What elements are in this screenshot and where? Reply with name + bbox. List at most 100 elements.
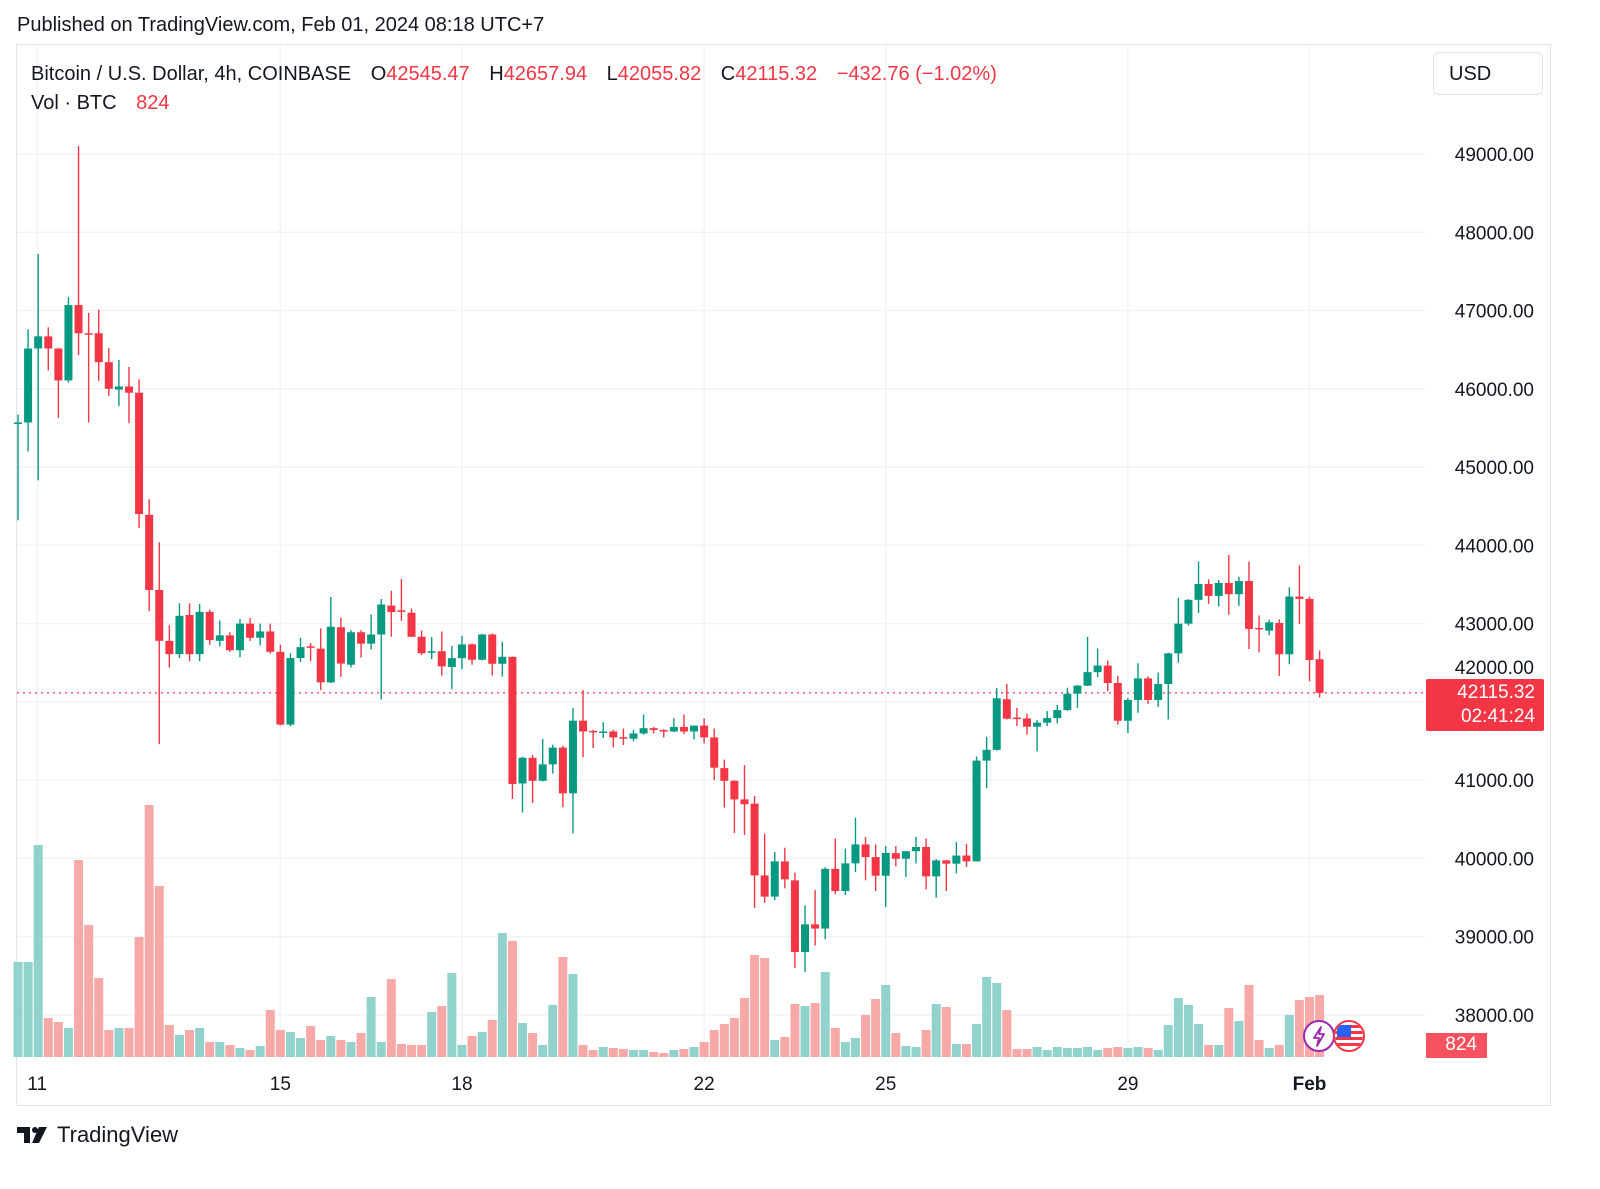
candle <box>155 542 164 745</box>
last-volume-label: 824 <box>1426 1033 1487 1058</box>
volume-bar <box>154 886 164 1057</box>
candle-body <box>457 644 466 659</box>
volume-bar <box>477 1031 487 1057</box>
candle <box>34 253 43 481</box>
candle-body <box>94 333 103 363</box>
candle-body <box>64 305 73 381</box>
candle-body <box>266 631 275 652</box>
candle-body <box>881 852 890 876</box>
candle-body <box>1012 717 1021 720</box>
candle <box>619 728 628 745</box>
volume-bar <box>699 1041 709 1057</box>
candle <box>367 614 376 650</box>
candle-body <box>942 860 951 864</box>
us-flag-icon[interactable] <box>1333 1020 1365 1052</box>
candle-body <box>215 635 224 641</box>
volume-bar <box>1042 1050 1052 1057</box>
volume-bar <box>1264 1047 1274 1057</box>
candle <box>932 859 941 898</box>
chart-frame <box>16 44 1551 1106</box>
candle <box>1295 565 1304 624</box>
volume-bar <box>861 1014 871 1057</box>
candle <box>205 609 214 645</box>
candle-body <box>74 305 83 334</box>
candle <box>1033 720 1042 752</box>
candle <box>599 722 608 739</box>
volume-bar <box>487 1020 497 1057</box>
candle <box>135 379 144 529</box>
volume-bar <box>144 804 154 1057</box>
price-tick-label: 47000.00 <box>1455 302 1534 323</box>
candle-body <box>710 737 719 768</box>
volume-bar <box>1284 1014 1294 1057</box>
candle-body <box>518 757 527 784</box>
volume-bar <box>628 1050 638 1057</box>
candle <box>760 833 769 903</box>
volume-bar <box>84 924 94 1057</box>
volume-bar <box>134 937 144 1057</box>
candle <box>1093 648 1102 678</box>
candle <box>387 590 396 637</box>
volume-bars <box>13 804 1325 1057</box>
candle-body <box>558 747 567 794</box>
volume-bar <box>588 1050 598 1057</box>
volume-bar <box>921 1030 931 1057</box>
volume-bar <box>94 977 104 1057</box>
bar-countdown: 02:41:24 <box>1461 706 1535 727</box>
volume-bar <box>941 1007 951 1057</box>
volume-bar <box>750 954 760 1057</box>
candle <box>256 623 265 646</box>
high-label: H <box>489 63 504 85</box>
volume-label[interactable]: Vol · BTC <box>31 92 117 114</box>
volume-bar <box>124 1027 134 1057</box>
volume-bar <box>961 1043 971 1057</box>
volume-bar <box>33 844 43 1057</box>
volume-bar <box>790 1003 800 1057</box>
volume-bar <box>63 1027 73 1057</box>
candle <box>962 843 971 867</box>
currency-button[interactable]: USD <box>1433 52 1543 95</box>
candle <box>518 756 527 813</box>
candle <box>225 632 234 652</box>
price-tick-label: 49000.00 <box>1455 145 1534 166</box>
price-tick-label: 42000.00 <box>1455 658 1534 679</box>
tradingview-logo[interactable]: TradingView <box>17 1122 178 1148</box>
candle-body <box>235 623 244 651</box>
candle-body <box>437 651 446 667</box>
candle <box>1053 704 1062 724</box>
volume-bar <box>1062 1047 1072 1057</box>
candle <box>54 348 63 418</box>
candle-body <box>1023 718 1031 727</box>
candle <box>104 348 113 396</box>
published-caption: Published on TradingView.com, Feb 01, 20… <box>17 14 545 36</box>
candle <box>568 707 577 834</box>
grid <box>17 45 1425 1060</box>
volume-bar <box>1133 1047 1143 1057</box>
candle-body <box>155 589 164 641</box>
candle-body <box>1244 581 1253 629</box>
candle <box>175 603 184 659</box>
candle <box>851 817 860 873</box>
candle-body <box>195 611 204 655</box>
volume-bar <box>1234 1020 1244 1057</box>
volume-bar <box>951 1043 961 1057</box>
candle-body <box>225 635 234 651</box>
volume-bar <box>891 1033 901 1057</box>
volume-bar <box>1163 1024 1173 1057</box>
volume-bar <box>679 1049 689 1057</box>
candle-body <box>104 362 113 389</box>
candle-body <box>1033 722 1042 727</box>
candle-body <box>1275 622 1284 655</box>
candle <box>982 736 991 789</box>
candle <box>790 872 799 969</box>
candle <box>84 312 93 423</box>
candle <box>488 633 497 676</box>
candle <box>952 841 961 874</box>
volume-bar <box>1173 997 1183 1057</box>
symbol-title[interactable]: Bitcoin / U.S. Dollar, 4h, COINBASE <box>31 63 352 85</box>
volume-bar <box>174 1034 184 1057</box>
candle-body <box>568 720 577 794</box>
lightning-icon[interactable] <box>1303 1020 1335 1052</box>
candle-body <box>1063 693 1072 711</box>
